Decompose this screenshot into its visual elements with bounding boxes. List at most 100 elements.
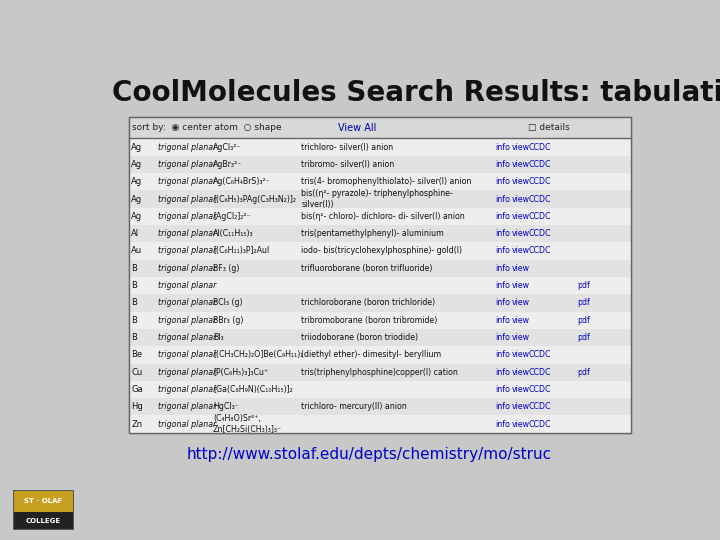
Text: tris(triphenylphosphine)copper(I) cation: tris(triphenylphosphine)copper(I) cation [302, 368, 459, 377]
Text: BBr₃ (g): BBr₃ (g) [213, 316, 243, 325]
Text: CCDC: CCDC [528, 402, 551, 411]
Text: CCDC: CCDC [528, 420, 551, 429]
Text: trigonal planar: trigonal planar [158, 264, 216, 273]
Bar [129, 117, 631, 433]
Text: trigonal planar: trigonal planar [158, 333, 216, 342]
Text: view: view [512, 229, 530, 238]
Text: info: info [495, 316, 510, 325]
Text: info: info [495, 299, 510, 307]
Text: info: info [495, 177, 510, 186]
Text: tris(4- bromophenylthiolato)- silver(I) anion: tris(4- bromophenylthiolato)- silver(I) … [302, 177, 472, 186]
Text: view: view [512, 420, 530, 429]
Text: bis(η²- chloro)- dichloro- di- silver(I) anion: bis(η²- chloro)- dichloro- di- silver(I)… [302, 212, 465, 221]
Bar [13, 490, 74, 512]
Text: trigonal planar: trigonal planar [158, 316, 216, 325]
Text: CCDC: CCDC [528, 246, 551, 255]
Text: info: info [495, 246, 510, 255]
FancyBboxPatch shape [129, 173, 631, 190]
Text: (C₄H₈O)Sr²⁺,
Zn[CH₂Si(CH₃)₃]₃⁻: (C₄H₈O)Sr²⁺, Zn[CH₂Si(CH₃)₃]₃⁻ [213, 414, 282, 434]
Text: CCDC: CCDC [528, 143, 551, 152]
Text: ST · OLAF: ST · OLAF [24, 498, 63, 504]
Text: trigonal planar: trigonal planar [158, 402, 216, 411]
Text: view: view [512, 333, 530, 342]
Text: trigonal planar: trigonal planar [158, 385, 216, 394]
Text: Ga: Ga [131, 385, 143, 394]
Text: Ag: Ag [131, 143, 143, 152]
Text: bis((η²- pyrazole)- triphenylphosphine-
silver(I)): bis((η²- pyrazole)- triphenylphosphine- … [302, 190, 454, 208]
FancyBboxPatch shape [129, 312, 631, 329]
Text: info: info [495, 212, 510, 221]
FancyBboxPatch shape [129, 363, 631, 381]
Text: CCDC: CCDC [528, 194, 551, 204]
Text: trigonal planar: trigonal planar [158, 368, 216, 377]
Text: BF₃ (g): BF₃ (g) [213, 264, 240, 273]
Text: trigonal planar: trigonal planar [158, 160, 216, 169]
Text: info: info [495, 143, 510, 152]
Text: Ag(C₆H₄BrS)₃²⁻: Ag(C₆H₄BrS)₃²⁻ [213, 177, 271, 186]
Text: info: info [495, 194, 510, 204]
Text: B: B [131, 316, 138, 325]
Text: BI₃: BI₃ [213, 333, 224, 342]
Text: view: view [512, 246, 530, 255]
Text: info: info [495, 333, 510, 342]
Text: tribromo- silver(I) anion: tribromo- silver(I) anion [302, 160, 395, 169]
FancyBboxPatch shape [129, 260, 631, 277]
Text: Zn: Zn [131, 420, 143, 429]
Text: CCDC: CCDC [528, 177, 551, 186]
Text: B: B [131, 281, 138, 290]
Text: COLLEGE: COLLEGE [26, 518, 61, 524]
FancyBboxPatch shape [129, 156, 631, 173]
Text: trichloro- mercury(II) anion: trichloro- mercury(II) anion [302, 402, 408, 411]
Text: BCl₃ (g): BCl₃ (g) [213, 299, 243, 307]
Text: CoolMolecules Search Results: tabulation: CoolMolecules Search Results: tabulation [112, 79, 720, 107]
Text: [(C₆H₅)₃PAg(C₃H₃N₂)]₂: [(C₆H₅)₃PAg(C₃H₃N₂)]₂ [213, 194, 296, 204]
Text: trichloroborane (boron trichloride): trichloroborane (boron trichloride) [302, 299, 436, 307]
Text: view: view [512, 194, 530, 204]
Text: HgCl₃⁻: HgCl₃⁻ [213, 402, 239, 411]
Text: Hg: Hg [131, 402, 143, 411]
FancyBboxPatch shape [129, 117, 631, 433]
Text: info: info [495, 160, 510, 169]
FancyBboxPatch shape [129, 329, 631, 346]
Text: trigonal planar: trigonal planar [158, 350, 216, 359]
Text: tribromoborane (boron tribromide): tribromoborane (boron tribromide) [302, 316, 438, 325]
FancyBboxPatch shape [129, 415, 631, 433]
FancyBboxPatch shape [129, 294, 631, 312]
Text: view: view [512, 402, 530, 411]
Text: iodo- bis(tricyclohexylphosphine)- gold(I): iodo- bis(tricyclohexylphosphine)- gold(… [302, 246, 462, 255]
Text: pdf: pdf [577, 333, 590, 342]
Text: CCDC: CCDC [528, 229, 551, 238]
Text: info: info [495, 229, 510, 238]
Text: □ details: □ details [528, 123, 570, 132]
Text: CCDC: CCDC [528, 212, 551, 221]
Text: trigonal planar: trigonal planar [158, 212, 216, 221]
FancyBboxPatch shape [129, 346, 631, 363]
Text: CCDC: CCDC [528, 350, 551, 359]
FancyBboxPatch shape [129, 190, 631, 208]
Text: pdf: pdf [577, 316, 590, 325]
Text: view: view [512, 350, 530, 359]
Text: info: info [495, 264, 510, 273]
Text: info: info [495, 402, 510, 411]
Text: [(CH₃CH₂)₂O]Be(C₉H₁₁)₂: [(CH₃CH₂)₂O]Be(C₉H₁₁)₂ [213, 350, 303, 359]
Text: Ag: Ag [131, 160, 143, 169]
FancyBboxPatch shape [129, 208, 631, 225]
Text: view: view [512, 316, 530, 325]
FancyBboxPatch shape [129, 117, 631, 138]
Text: CCDC: CCDC [528, 385, 551, 394]
Text: View All: View All [338, 123, 377, 133]
Text: Ag: Ag [131, 177, 143, 186]
Text: trigonal planar: trigonal planar [158, 299, 216, 307]
Text: trigonal planar: trigonal planar [158, 194, 216, 204]
Text: trigonal planar: trigonal planar [158, 143, 216, 152]
Text: view: view [512, 281, 530, 290]
Bar [13, 512, 74, 530]
Text: view: view [512, 299, 530, 307]
Text: view: view [512, 368, 530, 377]
Text: pdf: pdf [577, 299, 590, 307]
Text: B: B [131, 333, 138, 342]
Text: view: view [512, 160, 530, 169]
FancyBboxPatch shape [129, 242, 631, 260]
Text: info: info [495, 420, 510, 429]
Text: http://www.stolaf.edu/depts/chemistry/mo/struc: http://www.stolaf.edu/depts/chemistry/mo… [186, 447, 552, 462]
